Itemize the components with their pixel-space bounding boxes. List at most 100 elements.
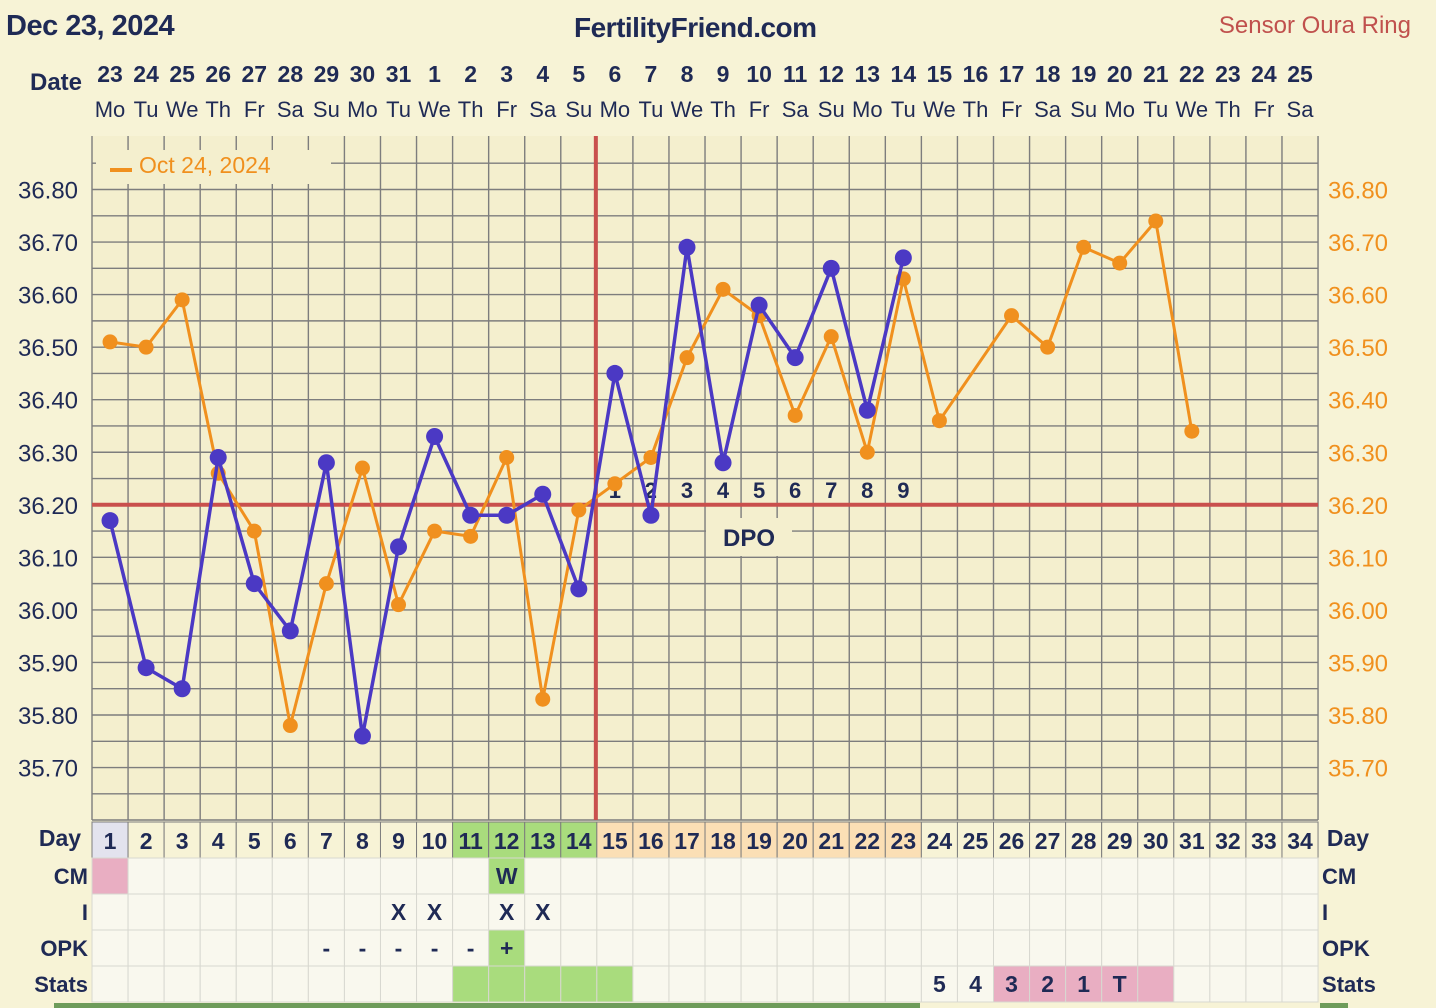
data-point[interactable] [317,454,335,472]
row-cell [1173,929,1211,967]
data-point[interactable] [570,580,588,598]
data-point[interactable] [1184,423,1200,439]
data-point[interactable] [281,622,299,640]
weekday-label: Fr [1001,97,1022,122]
data-point[interactable] [858,401,876,419]
data-point[interactable] [354,460,370,476]
row-cell [920,893,958,931]
y-tick-left: 36.70 [18,230,78,257]
row-cell [271,929,309,967]
row-cell [163,965,201,1003]
row-label: Stats [34,972,88,997]
data-point[interactable] [499,450,515,466]
data-point[interactable] [353,727,371,745]
data-point[interactable] [462,506,480,524]
data-point[interactable] [318,576,334,592]
row-cell [1281,965,1319,1003]
data-point[interactable] [750,296,768,314]
data-point[interactable] [245,575,263,593]
data-point[interactable] [787,407,803,423]
row-cell [1101,857,1139,895]
data-point[interactable] [282,718,298,734]
day-row-label-right: Day [1327,825,1369,851]
data-point[interactable] [426,427,444,445]
row-cell [1065,893,1103,931]
data-point[interactable] [101,512,119,530]
data-point[interactable] [1148,213,1164,229]
row-cell [416,965,454,1003]
date-label: 3 [500,61,513,87]
weekday-label: Tu [639,97,664,122]
data-point[interactable] [390,538,408,556]
data-point[interactable] [786,349,804,367]
day-cell [884,821,922,859]
date-label: 26 [205,61,231,87]
date-label: 13 [854,61,880,87]
row-cell [379,893,418,931]
day-cell [848,821,886,859]
day-number: 5 [248,828,261,854]
data-point[interactable] [714,454,732,472]
data-point[interactable] [679,350,695,366]
data-point[interactable] [535,691,551,707]
row-cell [1245,929,1283,967]
data-point[interactable] [102,334,118,350]
data-point[interactable] [678,238,696,256]
row-label-right: I [1322,900,1328,925]
data-point[interactable] [1076,239,1092,255]
data-point[interactable] [607,476,623,492]
dpo-number: 8 [861,478,873,503]
row-cell [1245,965,1283,1003]
data-point[interactable] [138,339,154,355]
data-point[interactable] [173,680,191,698]
data-point[interactable] [1112,255,1128,271]
row-cell [776,893,814,931]
date-label: 23 [1215,61,1241,87]
data-point[interactable] [571,502,587,518]
data-point[interactable] [427,523,443,539]
y-tick-right: 36.40 [1328,388,1388,415]
data-point[interactable] [498,506,516,524]
data-point[interactable] [1004,308,1020,324]
data-point[interactable] [715,281,731,297]
data-point[interactable] [391,597,407,613]
data-point[interactable] [931,413,947,429]
legend-box [96,150,331,184]
data-point[interactable] [137,659,155,677]
data-point[interactable] [534,485,552,503]
data-point[interactable] [642,506,660,524]
data-point[interactable] [209,449,227,467]
data-point[interactable] [859,444,875,460]
row-cell [812,929,850,967]
dpo-number: 9 [897,478,909,503]
data-point[interactable] [463,528,479,544]
row-cell [524,857,562,895]
data-point[interactable] [822,259,840,277]
weekday-label: Su [565,97,592,122]
row-cell [91,857,129,895]
date-label: 2 [464,61,477,87]
day-number: 24 [927,828,953,854]
day-cell [956,821,995,859]
day-number: 17 [674,828,700,854]
row-cell [1173,965,1211,1003]
row-cell [1245,893,1283,931]
data-point[interactable] [606,364,624,382]
data-point[interactable] [894,249,912,267]
data-point[interactable] [823,329,839,345]
row-cell [1029,929,1067,967]
data-point[interactable] [174,292,190,308]
weekday-label: Fr [749,97,770,122]
row-cell [307,965,345,1003]
data-point[interactable] [246,523,262,539]
y-tick-right: 36.20 [1328,493,1388,520]
row-cell [1065,965,1103,1003]
data-point[interactable] [643,450,659,466]
data-point[interactable] [1040,339,1056,355]
y-tick-left: 36.80 [18,178,78,205]
date-label: 29 [314,61,340,87]
day-number: 9 [392,828,405,854]
site-title[interactable]: FertilityFriend.com [574,12,817,43]
day-number: 6 [284,828,297,854]
weekday-label: We [418,97,451,122]
